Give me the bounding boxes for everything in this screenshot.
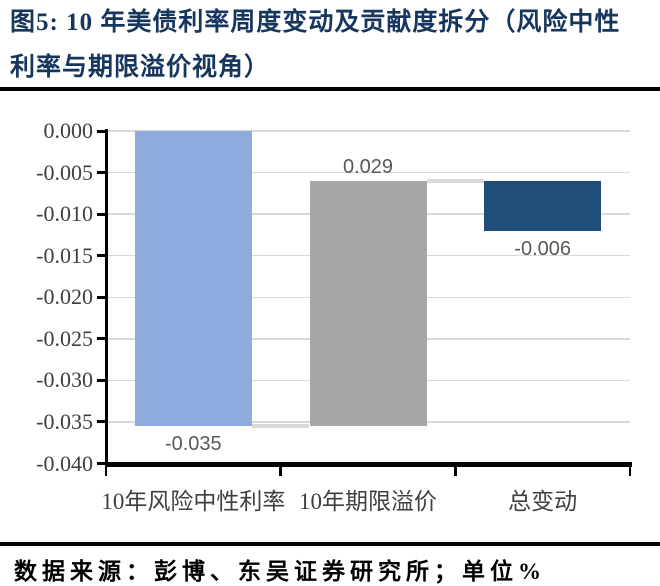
y-axis-tick-mark	[97, 337, 106, 341]
title-divider	[0, 87, 660, 91]
y-axis-tick-mark	[97, 462, 106, 465]
bar-value-label: -0.006	[514, 237, 572, 260]
y-axis-tick-mark	[97, 129, 106, 133]
x-axis-tick-mark	[279, 462, 282, 476]
plot-gridline	[106, 130, 630, 132]
waterfall-connector	[251, 424, 310, 429]
figure-title: 图5: 10 年美债利率周度变动及贡献度拆分（风险中性 利率与期限溢价视角）	[10, 0, 656, 90]
waterfall-connector	[426, 178, 485, 183]
footer-divider	[0, 542, 660, 546]
y-axis-tick-mark	[97, 378, 106, 382]
bar-value-label: 0.029	[342, 155, 394, 178]
y-axis-tick-label: -0.015	[36, 242, 93, 268]
plot-gridline	[106, 171, 630, 174]
bar-value-label: -0.035	[164, 433, 222, 456]
y-axis-tick-label: -0.020	[36, 284, 93, 310]
x-category-label: 10年风险中性利率	[101, 489, 286, 514]
bar-10y-term-premium	[309, 180, 427, 427]
x-axis-tick-mark	[628, 462, 632, 476]
figure-title-line2: 利率与期限溢价视角）	[10, 54, 271, 81]
figure-title-line1: 图5: 10 年美债利率周度变动及贡献度拆分（风险中性	[10, 9, 621, 36]
y-axis-tick-label: -0.040	[36, 450, 93, 476]
y-axis-tick-mark	[97, 295, 106, 299]
data-source-note: 数据来源：彭博、东吴证券研究所；单位%	[14, 559, 546, 584]
x-axis-tick-mark	[104, 462, 108, 476]
bar-10y-risk-neutral-rate	[134, 131, 252, 427]
y-axis-tick-mark	[97, 420, 106, 424]
y-axis-tick-label: 0.000	[43, 118, 94, 143]
y-axis-tick-label: -0.035	[36, 408, 93, 434]
x-axis-line	[104, 462, 632, 467]
y-axis-tick-label: -0.030	[36, 367, 93, 393]
bar-total-change	[484, 180, 602, 231]
y-axis-tick-mark	[97, 171, 106, 175]
y-axis-tick-mark	[97, 254, 106, 258]
x-axis-tick-mark	[454, 462, 457, 476]
y-axis-tick-mark	[97, 212, 106, 216]
y-axis-line	[104, 129, 108, 467]
y-axis-tick-label: -0.010	[36, 201, 93, 227]
x-category-label: 10年期限溢价	[298, 489, 437, 514]
x-category-label: 总变动	[508, 489, 578, 514]
y-axis-tick-label: -0.005	[36, 159, 93, 185]
y-axis-tick-label: -0.025	[36, 325, 93, 351]
